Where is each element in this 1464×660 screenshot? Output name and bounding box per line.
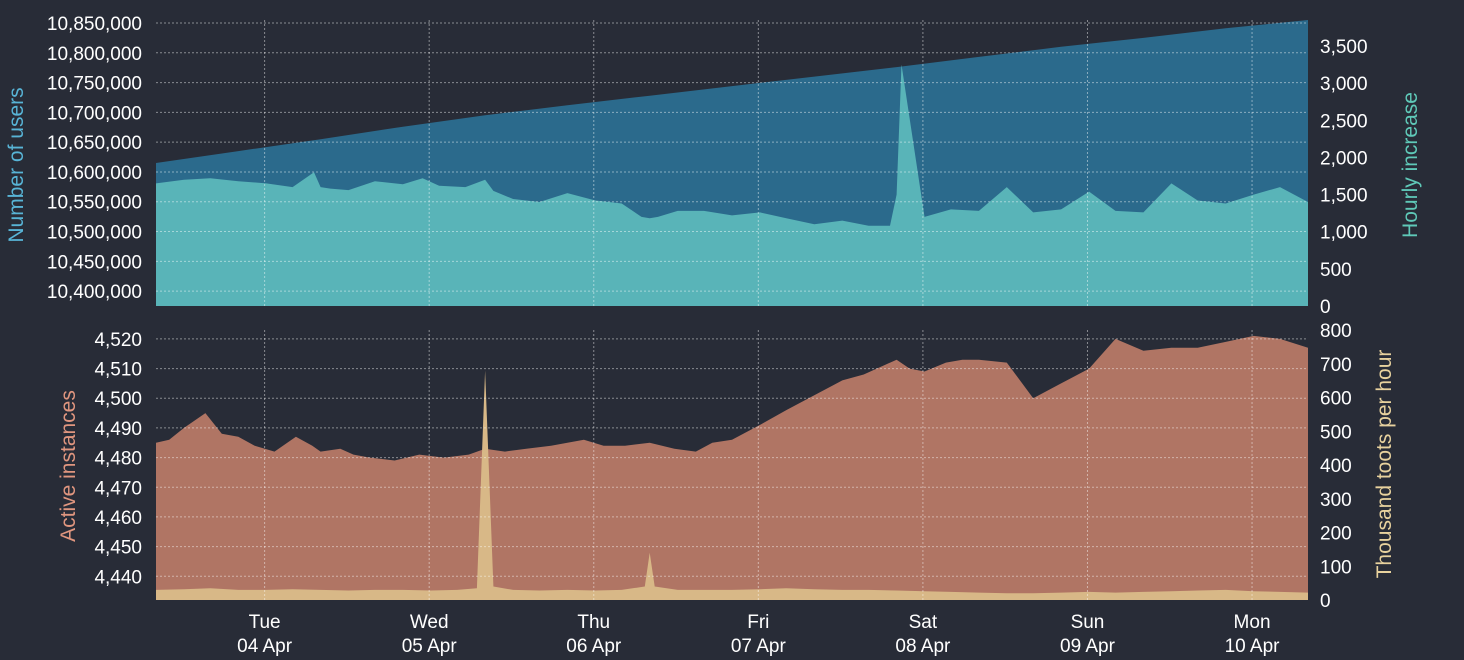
instances-y-tick-label: 4,480 [94, 449, 142, 470]
instances-axis-title: Active instances [57, 390, 80, 542]
users-y2-tick-label: 500 [1320, 260, 1352, 281]
x-tick-weekday: Wed [410, 612, 449, 633]
x-tick-date: 07 Apr [731, 636, 787, 657]
users-y-tick-label: 10,750,000 [47, 74, 142, 95]
users-panel: 10,400,000 10,450,000 10,500,000 10,550,000… [5, 14, 1422, 318]
users-y2-tick-label: 3,000 [1320, 74, 1368, 95]
x-tick-weekday: Fri [747, 612, 769, 633]
instances-panel: 4,440 4,450 4,460 4,470 4,480 4,490 4,500 4,510… [57, 321, 1396, 612]
increase-axis-title: Hourly increase [1399, 92, 1422, 238]
x-tick-date: 06 Apr [566, 636, 622, 657]
users-y2-tick-label: 3,500 [1320, 37, 1368, 58]
instances-series-0-area [156, 335, 1308, 600]
instances-y2-tick-label: 800 [1320, 321, 1352, 342]
users-y-tick-label: 10,850,000 [47, 14, 142, 35]
users-grid [156, 20, 1308, 306]
users-areas [156, 20, 1308, 306]
users-series-1-area [156, 64, 1308, 306]
users-y-tick-label: 10,500,000 [47, 223, 142, 244]
users-y2-tick-label: 2,000 [1320, 148, 1368, 169]
x-tick-date: 04 Apr [237, 636, 293, 657]
instances-y2-tick-label: 400 [1320, 456, 1352, 477]
instances-y-tick-label: 4,510 [94, 360, 142, 381]
toots-axis-title: Thousand toots per hour [1373, 350, 1396, 579]
users-y-tick-label: 10,650,000 [47, 133, 142, 154]
x-tick-weekday: Sun [1071, 612, 1105, 633]
instances-grid [156, 330, 1308, 600]
x-tick-weekday: Thu [577, 612, 610, 633]
instances-y2-tick-label: 100 [1320, 557, 1352, 578]
instances-y2-tick-label: 300 [1320, 490, 1352, 511]
instances-y-tick-label: 4,440 [94, 567, 142, 588]
users-y-tick-label: 10,600,000 [47, 163, 142, 184]
instances-y2-tick-label: 200 [1320, 524, 1352, 545]
toots-y2-ticks: 0 100 200 300 400 500 600 700 800 [1320, 321, 1352, 612]
x-tick-date: 08 Apr [895, 636, 951, 657]
x-tick-weekday: Sat [909, 612, 938, 633]
instances-y-tick-label: 4,460 [94, 508, 142, 529]
instances-y-tick-label: 4,520 [94, 330, 142, 351]
users-y-tick-label: 10,400,000 [47, 282, 142, 303]
users-y-tick-label: 10,550,000 [47, 193, 142, 214]
users-y-tick-label: 10,800,000 [47, 44, 142, 65]
x-tick-weekday: Mon [1234, 612, 1271, 633]
instances-areas [156, 335, 1308, 600]
instances-y-tick-label: 4,490 [94, 419, 142, 440]
users-y2-tick-label: 1,500 [1320, 186, 1368, 207]
users-y-tick-label: 10,700,000 [47, 103, 142, 124]
increase-y2-ticks: 0 500 1,000 1,500 2,000 2,500 3,000 3,500 [1320, 37, 1368, 318]
x-tick-weekday: Tue [249, 612, 281, 633]
instances-y-ticks: 4,440 4,450 4,460 4,470 4,480 4,490 4,500 4,510… [94, 330, 142, 588]
users-y-tick-label: 10,450,000 [47, 252, 142, 273]
users-y2-tick-label: 2,500 [1320, 111, 1368, 132]
users-y2-tick-label: 0 [1320, 297, 1331, 318]
x-tick-date: 09 Apr [1060, 636, 1116, 657]
instances-y2-tick-label: 600 [1320, 389, 1352, 410]
users-y2-tick-label: 1,000 [1320, 223, 1368, 244]
users-y-ticks: 10,400,000 10,450,000 10,500,000 10,550,000… [47, 14, 142, 303]
x-axis-ticks: Tue 04 Apr Wed 05 Apr Thu 06 Apr Fri 07 Apr Sat 0… [237, 612, 1280, 657]
instances-y-tick-label: 4,500 [94, 389, 142, 410]
x-tick-date: 10 Apr [1225, 636, 1281, 657]
instances-y-tick-label: 4,450 [94, 538, 142, 559]
instances-y2-tick-label: 500 [1320, 422, 1352, 443]
instances-y2-tick-label: 700 [1320, 355, 1352, 376]
users-axis-title: Number of users [5, 87, 28, 242]
x-tick-date: 05 Apr [402, 636, 458, 657]
instances-y2-tick-label: 0 [1320, 591, 1331, 612]
instances-y-tick-label: 4,470 [94, 478, 142, 499]
